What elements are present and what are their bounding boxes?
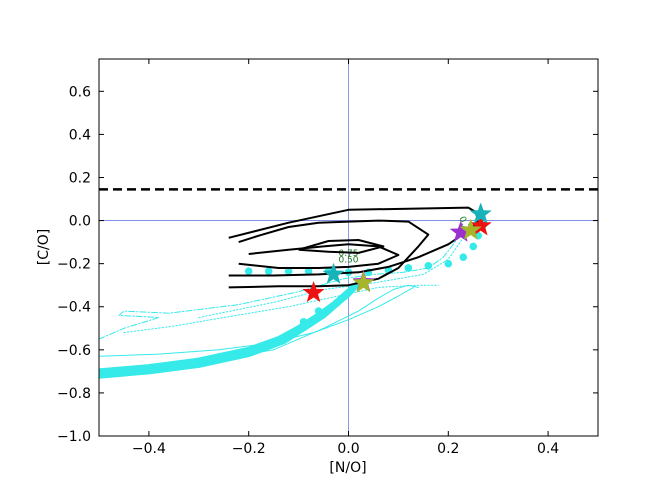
track-dot-17 <box>424 262 433 270</box>
track-dot-11 <box>304 267 313 275</box>
y-tick-label: −0.6 <box>57 343 91 359</box>
contour-line-2 <box>238 243 400 269</box>
y-tick-label: −0.2 <box>57 257 91 273</box>
axis-ticks: −0.4 −0.2 0.0 0.2 0.4 −1.0 −0.8 −0.6 −0.4 −0.2 0.0… <box>57 59 598 457</box>
x-tick-label: 0.2 <box>437 441 459 457</box>
model-track-5 <box>99 226 474 340</box>
model-track-3 <box>99 284 419 372</box>
track-dot-4 <box>259 341 268 350</box>
star-marker-2 <box>469 202 492 224</box>
x-tick-label: 0.4 <box>537 441 559 457</box>
track-dot-3 <box>224 352 233 361</box>
contour-line-3 <box>298 239 385 254</box>
y-tick-label: −0.8 <box>57 386 91 402</box>
y-tick-label: 0.0 <box>69 214 91 230</box>
star-marker-3 <box>322 262 345 284</box>
contour-label-1: 0.50 <box>338 256 358 266</box>
y-tick-label: 0.6 <box>69 84 91 100</box>
plot-area: 0.250.500.75 <box>99 59 598 436</box>
track-dot-7 <box>314 307 323 315</box>
model-track-1 <box>99 280 362 379</box>
y-tick-label: −1.0 <box>57 429 91 445</box>
track-dot-19 <box>459 253 468 261</box>
track-dot-20 <box>469 242 478 251</box>
x-tick-label: 0.0 <box>337 441 359 457</box>
star-marker-1 <box>469 214 492 236</box>
track-dot-8 <box>244 267 253 275</box>
track-dot-0 <box>105 369 113 378</box>
star-marker-0 <box>302 280 325 303</box>
x-tick-label: −0.2 <box>232 441 266 457</box>
track-dot-5 <box>284 330 293 339</box>
track-dot-6 <box>299 318 308 326</box>
star-marker-6 <box>459 218 482 240</box>
y-tick-label: −0.4 <box>57 300 91 316</box>
track-dot-16 <box>404 264 413 272</box>
track-dot-9 <box>264 267 273 275</box>
contour-label-2: 0.75 <box>338 249 358 259</box>
star-marker-7 <box>352 271 375 293</box>
y-tick-label: 0.2 <box>69 170 91 186</box>
model-track-6 <box>198 222 479 318</box>
track-dot-10 <box>284 267 293 275</box>
y-tick-label: 0.4 <box>69 127 91 143</box>
x-tick-label: −0.4 <box>132 441 166 457</box>
contour-line-1 <box>228 219 430 289</box>
track-dot-1 <box>145 365 153 374</box>
x-axis-label: [N/O] <box>329 460 366 476</box>
y-axis-label: [C/O] <box>36 229 52 265</box>
model-track-4 <box>123 284 439 334</box>
track-dot-18 <box>444 259 453 268</box>
track-dot-2 <box>185 361 193 369</box>
